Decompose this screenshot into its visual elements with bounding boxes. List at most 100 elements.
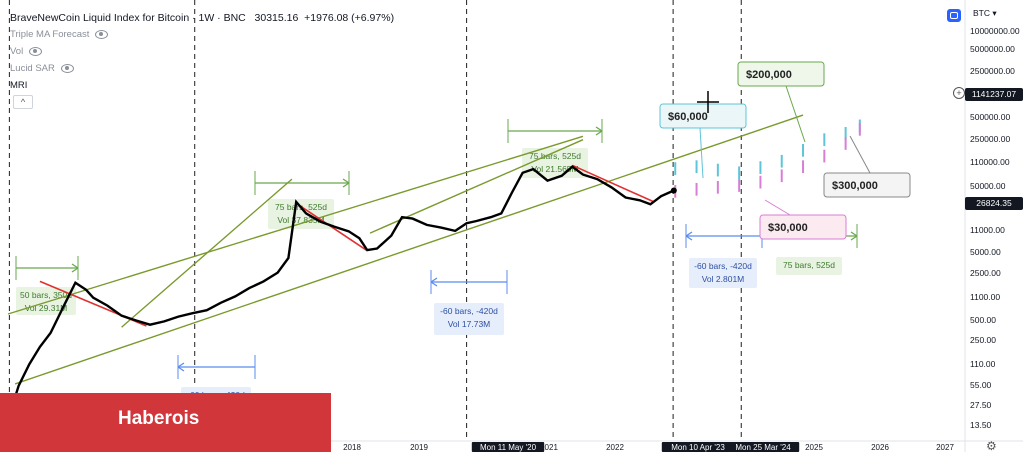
callout-label: $300,000 [832,180,878,192]
range-label: 75 bars, 525d [529,151,581,161]
price-tick-label: 250000.00 [970,134,1010,144]
symbol-legend[interactable]: BraveNewCoin Liquid Index for Bitcoin · … [10,12,394,24]
range-label-box [434,303,504,335]
time-tick-label: Mon 11 May '20 [480,443,537,452]
price-tick-label: 110000.00 [970,157,1010,167]
price-tick-label: 13.50 [970,420,992,430]
range-arrowhead [685,231,693,241]
eye-icon[interactable] [29,46,43,56]
range-volume: Vol 2.801M [702,274,745,284]
eye-icon[interactable] [60,63,74,73]
price-tick-label: 27.50 [970,400,992,410]
range-volume: Vol 29.31M [25,303,68,313]
price-tick-label: 1100.00 [970,292,1000,302]
eye-icon[interactable] [95,29,109,39]
callout-box [759,214,847,240]
indicator-label: Vol [10,46,24,57]
last-price: 30315.16 [254,12,299,24]
range-annotation: 75 bars, 525d Vol 21.565M [507,119,603,178]
time-tick-label: 2018 [343,443,361,452]
range-label-box [689,258,757,288]
price-callout: $200,000 [737,61,825,143]
price-tick-label: 55.00 [970,380,992,390]
callout-box [659,103,747,129]
compare-button[interactable] [947,9,961,22]
range-label: -60 bars, -420d [440,306,498,316]
indicator-triple-ma[interactable]: Triple MA Forecast [10,29,109,40]
callout-box [737,61,825,87]
range-arrowhead [430,277,438,287]
time-tick-label: Mon 25 Mar '24 [735,443,791,452]
range-arrowhead [595,126,603,136]
time-label-badge [726,442,800,452]
range-volume: Vol 21.565M [531,164,578,174]
plus-icon[interactable]: + [953,87,965,99]
bear-trendline [298,204,367,251]
range-label: 75 bars, 525d [783,260,835,270]
time-tick-label: 2019 [410,443,428,452]
price-tick-label: 5000000.00 [970,44,1015,54]
time-tick-label: 2021 [540,443,558,452]
watermark-text: Haberois [118,408,200,429]
range-label: -60 bars, -420d [694,261,752,271]
callout-label: $60,000 [668,111,708,123]
range-arrowhead [71,263,79,273]
range-annotation: -60 bars, -420d Vol 2.801M [685,224,763,288]
range-label: 50 bars, 350d [20,290,72,300]
chevron-up-icon[interactable]: ^ [13,95,33,109]
currency-text: BTC [973,8,990,18]
range-volume: Vol 37.835M [277,215,324,225]
current-price-label: 26824.35 [965,197,1023,210]
indicator-lucid-sar[interactable]: Lucid SAR [10,63,74,74]
time-tick-label: Mon 10 Apr '23 [671,443,725,452]
time-tick-label: 2022 [606,443,624,452]
indicator-label: Triple MA Forecast [10,29,90,40]
current-price-text: 26824.35 [976,198,1012,208]
symbol-title: BraveNewCoin Liquid Index for Bitcoin · … [10,12,246,24]
callout-label: $200,000 [746,69,792,81]
callout-pointer [764,199,791,216]
cursor-price-text: 1141237.07 [971,89,1017,99]
cycle-trendline [121,178,293,328]
range-volume: Vol 17.73M [448,319,491,329]
support-trendline [14,114,804,385]
time-tick-label: 2027 [936,443,954,452]
price-callout: $300,000 [823,135,911,198]
price-tick-label: 5000.00 [970,247,1001,257]
range-annotation: -60 bars, -420d Vol 17.73M [430,270,508,335]
crosshair-cursor [697,91,719,113]
indicator-vol[interactable]: Vol [10,46,43,57]
callout-pointer [785,85,806,143]
price-tick-label: 500.00 [970,315,996,325]
indicator-label: MRI [10,80,28,91]
watermark-banner: Haberois [0,393,331,452]
bear-trendline [572,164,655,203]
price-tick-label: 110.00 [970,359,996,369]
cursor-price-label: 1141237.07 [965,88,1023,101]
time-tick-label: 2026 [871,443,889,452]
range-label-box [776,257,842,275]
price-series-line [8,165,675,416]
price-callout: $60,000 [659,103,747,179]
callout-pointer [699,127,704,179]
time-tick-label: 2025 [805,443,823,452]
channel-trendline [7,135,584,315]
time-label-badge [661,442,735,452]
range-arrowhead [177,362,185,372]
range-arrowhead [850,231,858,241]
currency-label[interactable]: BTC ▾ [973,8,997,18]
time-label-badge [471,442,545,452]
gear-icon[interactable]: ⚙ [986,439,997,453]
price-tick-label: 250.00 [970,335,996,345]
range-label-box [522,148,588,178]
price-tick-label: 10000000.00 [970,26,1020,36]
price-tick-label: 11000.00 [970,225,1005,235]
callout-label: $30,000 [768,222,808,234]
callout-pointer [849,135,871,174]
indicator-label: Lucid SAR [10,63,55,74]
indicator-mri[interactable]: MRI [10,80,27,91]
price-tick-label: 500000.00 [970,112,1010,122]
price-callout: $30,000 [759,199,847,240]
